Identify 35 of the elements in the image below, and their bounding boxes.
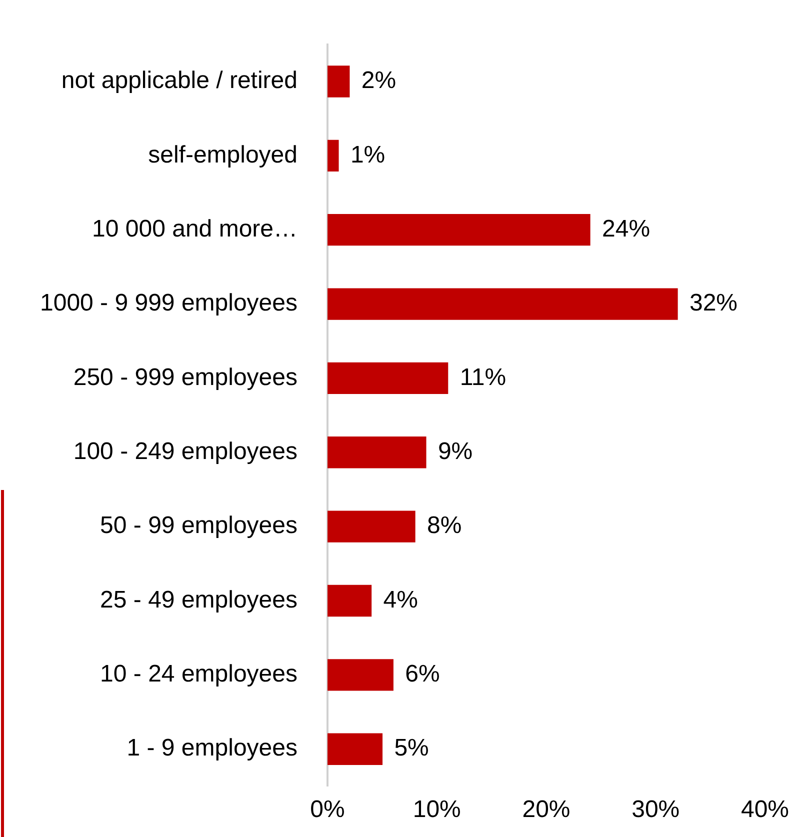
y-tick-label: 10 000 and more… bbox=[92, 215, 298, 242]
data-label: 1% bbox=[350, 141, 386, 168]
data-label: 9% bbox=[438, 438, 473, 466]
y-tick-label: 1 - 9 employees bbox=[126, 734, 298, 762]
y-tick-label: 10 - 24 employees bbox=[100, 660, 298, 688]
x-tick-label: 30% bbox=[632, 796, 680, 824]
bar bbox=[328, 659, 394, 691]
data-label: 6% bbox=[405, 660, 440, 688]
bar bbox=[328, 584, 372, 617]
y-tick-label: 25 - 49 employees bbox=[100, 586, 298, 614]
y-tick-label: not applicable / retired bbox=[61, 67, 298, 94]
bar bbox=[328, 733, 383, 765]
y-tick-label: 100 - 249 employees bbox=[73, 438, 298, 466]
y-tick-label: 50 - 99 employees bbox=[100, 512, 298, 540]
bar bbox=[328, 436, 426, 468]
y-tick-label: 1000 - 9 999 employees bbox=[40, 290, 298, 317]
data-label: 24% bbox=[602, 215, 650, 242]
bar bbox=[328, 140, 339, 172]
y-tick-label: self-employed bbox=[148, 141, 298, 168]
bar bbox=[328, 66, 350, 98]
data-label: 8% bbox=[427, 512, 462, 540]
x-tick-label: 0% bbox=[310, 796, 345, 824]
bar bbox=[328, 362, 448, 394]
bar bbox=[328, 288, 678, 320]
x-tick-label: 20% bbox=[522, 796, 570, 824]
data-label: 32% bbox=[689, 290, 738, 317]
data-label: 4% bbox=[383, 586, 418, 614]
data-label: 5% bbox=[394, 734, 429, 762]
y-tick-label: 250 - 999 employees bbox=[73, 364, 298, 391]
x-tick-label: 40% bbox=[740, 796, 790, 824]
data-label: 2% bbox=[361, 67, 396, 94]
bar bbox=[328, 510, 416, 542]
data-label: 11% bbox=[460, 364, 506, 391]
bar bbox=[328, 214, 590, 246]
x-tick-label: 10% bbox=[412, 796, 461, 824]
